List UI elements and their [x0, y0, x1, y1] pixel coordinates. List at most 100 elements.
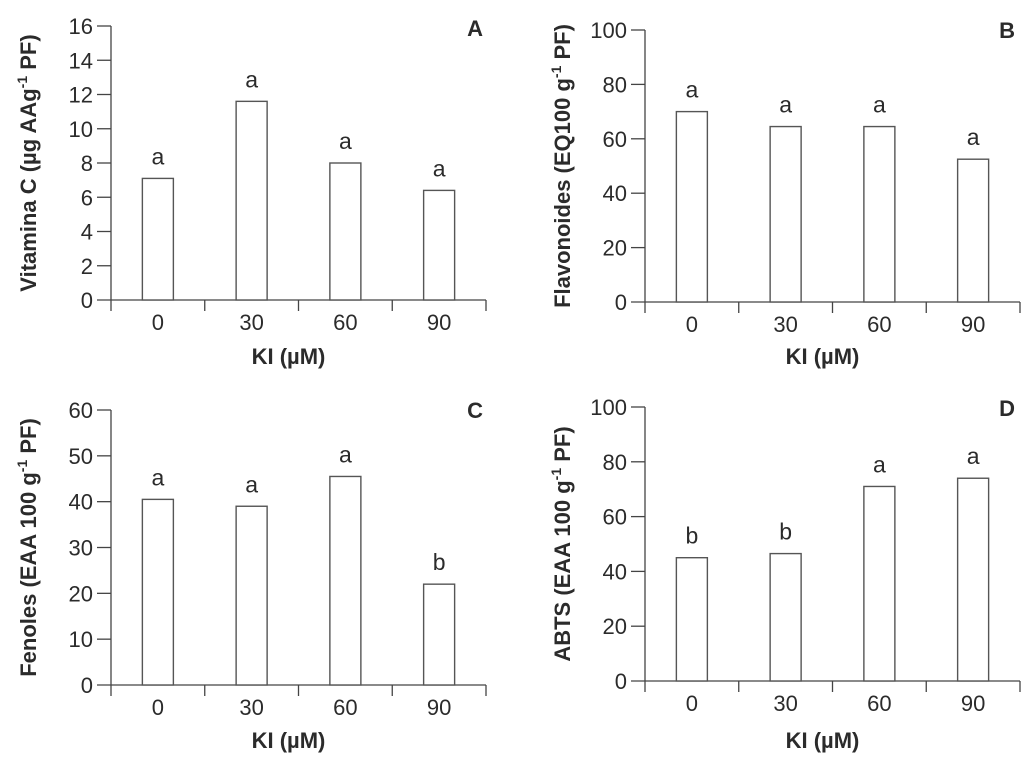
y-tick-label: 10 [69, 117, 93, 142]
x-tick-label: 60 [867, 312, 891, 337]
significance-letter: a [873, 92, 886, 118]
y-axis-title-end: PF) [550, 24, 575, 66]
bar-30 [769, 552, 802, 682]
y-axis-title-end: PF) [16, 418, 41, 460]
y-tick-label: 0 [615, 669, 627, 694]
y-axis-title: Fenoles (EAA 100 g-1 PF) [14, 418, 41, 677]
y-tick-label: 20 [603, 236, 627, 261]
x-tick-label: 90 [961, 691, 985, 716]
y-axis-title-main: Vitamina C (µg AAg [16, 88, 41, 291]
bar-0 [141, 498, 175, 686]
x-tick-label: 90 [961, 312, 985, 337]
x-tick-label: 0 [686, 312, 698, 337]
significance-letter: b [779, 519, 792, 545]
x-tick-label: 60 [867, 691, 891, 716]
y-tick-label: 30 [69, 536, 93, 561]
significance-letter: a [779, 92, 792, 118]
bar-60 [863, 125, 896, 303]
y-tick-label: 60 [603, 127, 627, 152]
y-tick-label: 50 [69, 444, 93, 469]
y-tick-label: 16 [69, 14, 93, 39]
x-tick-label: 60 [333, 310, 357, 335]
bar-30 [235, 505, 268, 686]
bar-90 [422, 189, 456, 301]
significance-letter: a [433, 155, 446, 181]
y-axis-title-main: Flavonoides (EQ100 g [550, 78, 575, 308]
x-tick-label: 90 [427, 310, 451, 335]
x-tick-label: 30 [239, 695, 263, 720]
y-tick-label: 80 [603, 72, 627, 97]
x-tick-label: 0 [686, 691, 698, 716]
y-axis-title-superscript: -1 [14, 460, 30, 473]
x-tick-label: 30 [239, 310, 263, 335]
significance-letter: a [245, 66, 258, 92]
bar-30 [769, 125, 802, 303]
significance-letter: a [685, 77, 698, 103]
y-tick-label: 20 [603, 614, 627, 639]
y-axis-title-superscript: -1 [14, 76, 30, 89]
x-tick-label: 30 [773, 312, 797, 337]
y-tick-label: 0 [81, 673, 93, 698]
significance-letter: a [151, 464, 164, 490]
y-tick-label: 4 [81, 220, 93, 245]
panel-label: B [999, 18, 1015, 43]
bar-30 [235, 100, 268, 301]
bar-90 [956, 477, 990, 682]
significance-letter: a [873, 451, 886, 477]
y-tick-label: 80 [603, 450, 627, 475]
significance-letter: a [967, 443, 980, 469]
x-axis-title: KI (µM) [786, 728, 860, 753]
y-tick-label: 14 [69, 48, 93, 73]
significance-letter: a [151, 143, 164, 169]
bar-90 [422, 583, 456, 686]
y-tick-label: 60 [69, 398, 93, 423]
y-tick-label: 8 [81, 151, 93, 176]
y-axis-title-superscript: -1 [548, 468, 564, 481]
y-axis-title-main: Fenoles (EAA 100 g [16, 472, 41, 677]
y-tick-label: 10 [69, 627, 93, 652]
bar-60 [863, 485, 896, 682]
y-tick-label: 2 [81, 254, 93, 279]
x-tick-label: 0 [152, 695, 164, 720]
bar-0 [141, 177, 175, 301]
x-axis-title: KI (µM) [252, 344, 326, 369]
x-axis-title: KI (µM) [786, 344, 860, 369]
y-tick-label: 100 [590, 18, 627, 43]
y-axis-title-end: PF) [16, 34, 41, 76]
y-tick-label: 0 [81, 288, 93, 313]
panel-label: A [467, 16, 483, 41]
panel-c: 0 10 20 30 40 50 60 0 a 30 a 60 a 90 b C KI (µM) Fenoles … [14, 398, 487, 753]
y-axis-title-main: ABTS (EAA 100 g [550, 480, 575, 661]
significance-letter: b [685, 523, 698, 549]
bar-90 [956, 158, 990, 303]
y-axis-title-superscript: -1 [548, 65, 564, 78]
y-tick-label: 100 [590, 395, 627, 420]
significance-letter: a [339, 441, 352, 467]
y-axis-title: Flavonoides (EQ100 g-1 PF) [548, 24, 575, 308]
y-tick-label: 40 [603, 559, 627, 584]
panel-a: 0 2 4 6 8 10 12 14 16 0 a 30 a 60 a 90 a A KI (µM) Vitamina… [14, 14, 487, 369]
y-tick-label: 12 [69, 83, 93, 108]
y-tick-label: 0 [615, 290, 627, 315]
y-axis-title-end: PF) [550, 426, 575, 468]
y-tick-label: 40 [603, 181, 627, 206]
y-tick-label: 40 [69, 490, 93, 515]
x-tick-label: 30 [773, 691, 797, 716]
y-tick-label: 20 [69, 581, 93, 606]
x-tick-label: 90 [427, 695, 451, 720]
y-tick-label: 6 [81, 185, 93, 210]
significance-letter: a [967, 124, 980, 150]
significance-letter: a [245, 471, 258, 497]
panel-label: D [999, 396, 1015, 421]
bar-0 [675, 557, 709, 682]
bar-60 [329, 162, 362, 301]
significance-letter: a [339, 128, 352, 154]
significance-letter: b [433, 549, 446, 575]
x-axis-title: KI (µM) [252, 728, 326, 753]
y-tick-label: 60 [603, 505, 627, 530]
bar-60 [329, 475, 362, 686]
panel-label: C [467, 398, 483, 423]
x-tick-label: 0 [152, 310, 164, 335]
